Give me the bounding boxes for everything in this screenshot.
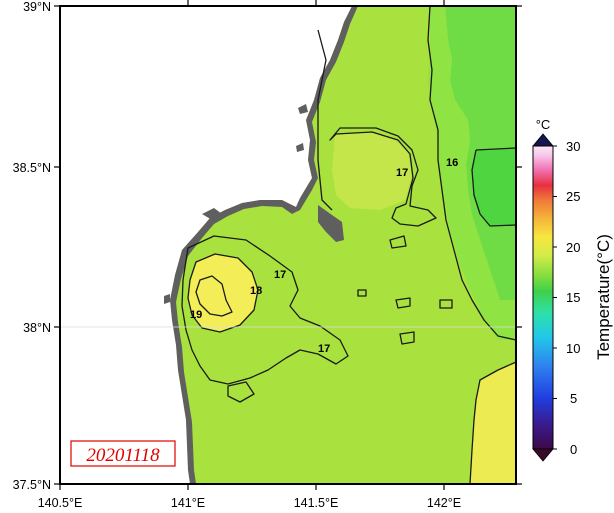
lat-label-39: 39°N	[23, 0, 51, 14]
colorbar-top-arrow	[532, 133, 554, 147]
colorbar-tick-5: 5	[570, 391, 577, 406]
coastline-land-edge	[170, 6, 358, 484]
land-mask	[60, 6, 352, 484]
contour-label-17a: 17	[274, 269, 286, 281]
colorbar-tick-30: 30	[566, 139, 580, 154]
lon-label-141: 141°E	[171, 496, 205, 510]
axis-ticks	[54, 0, 522, 490]
oshika-peninsula	[318, 205, 344, 242]
colorbar-unit: °C	[536, 117, 551, 132]
contour-label-17c: 17	[318, 343, 330, 355]
contour-16	[427, 6, 516, 341]
contour-18	[187, 253, 259, 333]
yellowish-patch-north	[332, 132, 412, 210]
colorbar-tick-10: 10	[566, 341, 580, 356]
contour-17-inner	[181, 235, 349, 385]
colorbar-tick-0: 0	[570, 442, 577, 457]
date-stamp: 20201118	[86, 445, 160, 466]
colorbar-tick-25: 25	[566, 189, 580, 204]
sea-surface-field	[170, 6, 516, 484]
colorbar: °C 30 25 20 15 10 5 0 Temperature(°C)	[532, 117, 613, 462]
contour-16-south	[469, 361, 516, 484]
warm-core-patch	[188, 254, 258, 332]
contour-islands	[227, 235, 453, 403]
date-stamp-box: 20201118	[70, 440, 176, 467]
map-panel: 19 18 17 17 16 17	[60, 6, 516, 484]
map-frame	[59, 5, 517, 485]
contour-label-18: 18	[250, 285, 262, 297]
colorbar-title: Temperature(°C)	[594, 234, 613, 360]
colorbar-tick-marks	[553, 145, 557, 450]
isotherm-contours	[181, 6, 516, 484]
colorbar-ramp	[532, 145, 554, 450]
contour-coastal	[317, 29, 333, 211]
lat-label-37-5: 37.5°N	[13, 478, 51, 492]
contour-19	[195, 275, 233, 317]
contour-label-16: 16	[446, 157, 458, 169]
lon-label-142: 142°E	[427, 496, 461, 510]
warm-patch-southeast	[470, 362, 516, 484]
colorbar-tick-15: 15	[566, 290, 580, 305]
contour-17-north	[329, 127, 437, 227]
lat-label-38-5: 38.5°N	[13, 161, 51, 175]
lon-label-140-5: 140.5°E	[38, 496, 83, 510]
contour-label-19: 19	[190, 309, 202, 321]
contour-label-17b: 17	[396, 167, 408, 179]
sea-band-mid-north	[428, 6, 516, 340]
colorbar-tick-20: 20	[566, 240, 580, 255]
lon-label-141-5: 141.5°E	[294, 496, 339, 510]
contour-16-core	[471, 147, 516, 227]
colorbar-bottom-arrow	[532, 448, 554, 462]
lat-label-38: 38°N	[23, 321, 51, 335]
sea-band-cool-core	[472, 148, 516, 226]
